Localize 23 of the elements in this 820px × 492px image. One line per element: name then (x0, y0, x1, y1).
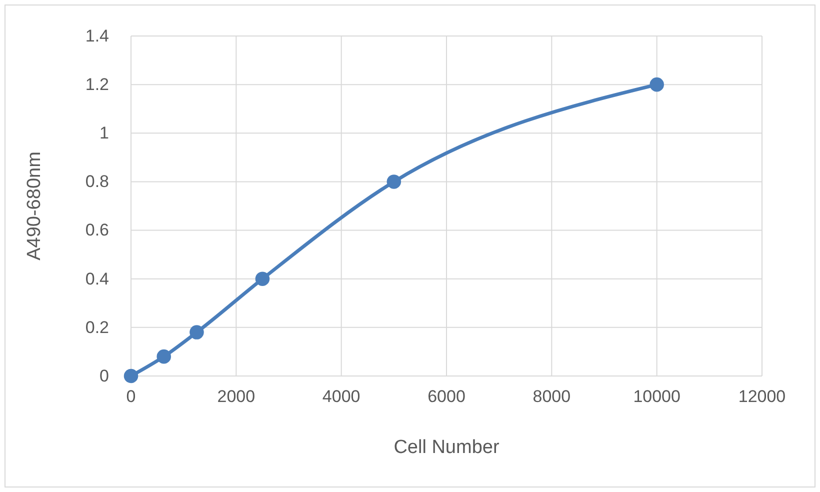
point (156, 349, 171, 364)
y-tick-label: 0.2 (85, 318, 109, 337)
point (386, 174, 402, 189)
x-tick-label: 2000 (217, 387, 256, 406)
y-tick-label: 1.4 (85, 26, 109, 46)
y-tick-label: 0.6 (85, 220, 109, 240)
y-tick-label: 1 (100, 124, 109, 143)
y-tick-label: 0 (100, 366, 109, 386)
x-tick-label: 6000 (428, 387, 466, 406)
point (190, 325, 204, 340)
point (255, 272, 270, 286)
y-tick-label: 0.8 (85, 172, 109, 192)
x-axis-title: Cell Number (394, 437, 500, 458)
x-tick-label: 0 (126, 387, 136, 406)
x-tick-label: 8000 (532, 387, 571, 406)
y-tick-label: 1.2 (85, 75, 109, 94)
x-tick-label: 4000 (322, 387, 360, 406)
point (650, 77, 664, 92)
point (124, 368, 138, 384)
x-tick-label: 10000 (633, 387, 680, 406)
y-axis-title: A490-680nm (24, 152, 45, 260)
x-tick-label: 12000 (738, 387, 786, 406)
y-tick-label: 0.4 (85, 269, 109, 288)
